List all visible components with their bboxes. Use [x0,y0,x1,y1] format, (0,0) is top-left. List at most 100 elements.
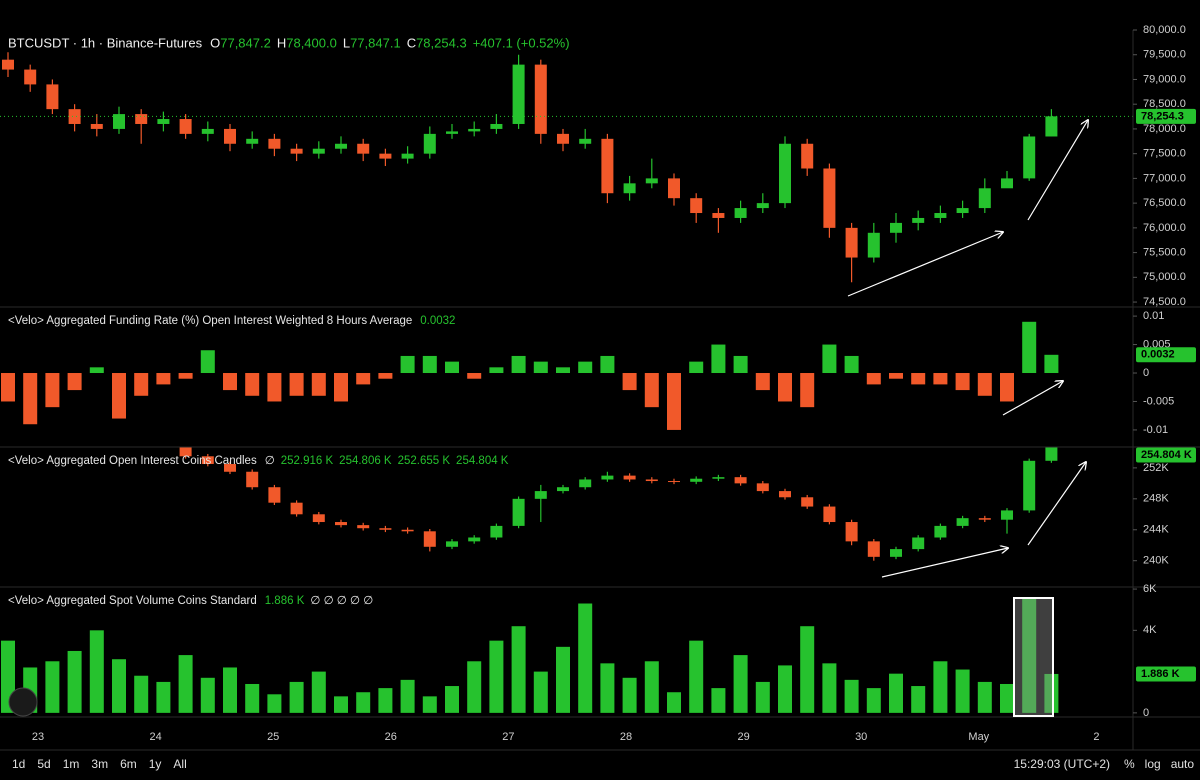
bar [1022,321,1037,374]
candle-body [912,217,925,223]
candle-body [312,514,325,523]
candle-body [1023,136,1036,179]
candle-body [357,525,370,529]
x-tick-label: 30 [855,731,867,743]
candle-body [423,133,436,154]
candle-body [890,549,902,557]
bar [178,373,193,379]
bar [112,659,126,713]
candle-body [224,464,236,472]
range-button[interactable]: 5d [37,757,50,771]
scale-option[interactable]: auto [1171,757,1195,771]
bar [622,373,637,391]
bar [778,665,792,713]
candle-body [579,479,592,488]
y-tick-label: 76,500.0 [1143,197,1186,209]
x-tick-label: 24 [149,731,161,743]
candle-body [90,123,103,129]
range-button[interactable]: 6m [120,757,137,771]
candle-body [557,487,569,492]
bar [311,373,326,396]
bar [533,361,548,374]
bar [134,373,149,396]
bar [711,688,726,713]
candle-body [712,213,725,218]
bar [267,694,282,713]
legend-value: 252.916 K [281,455,334,467]
bar [977,373,992,396]
legend-value: 78,254.3 [416,35,467,50]
candle-body [335,522,347,526]
y-tick-label: 78,500.0 [1143,98,1186,110]
candle-body [290,502,303,515]
candle-body [1001,510,1013,520]
clock: 15:29:03 (UTC+2) [1014,757,1110,771]
bar [67,373,82,391]
x-tick-label: 23 [32,731,44,743]
bar [334,696,348,713]
legend-value: 254.806 K [339,455,392,467]
candle-body [379,528,392,530]
candle-body [756,203,769,209]
bar [422,355,437,374]
candle-body [801,143,814,169]
candle-body [224,128,236,144]
bar [689,640,704,713]
panel [1,597,1059,713]
candle-body [179,119,192,134]
y-tick-label: 77,000.0 [1143,172,1186,184]
candle-body [779,491,791,498]
labels: 74,500.0 75,000.0 75,500.0 76,000.0 76,500.0… [8,24,1196,771]
legend-value: 252.655 K [398,455,451,467]
bar [267,373,282,402]
candle-body [712,477,725,479]
range-button[interactable]: All [173,757,186,771]
candle-body [978,188,991,209]
bar [755,373,770,391]
y-tick-label: 75,500.0 [1143,246,1186,258]
bar [378,688,393,713]
bar [933,373,948,385]
legend-value: 254.804 K [456,455,509,467]
x-tick-label: 25 [267,731,279,743]
candle-body [490,123,503,129]
bar [866,373,881,385]
panel [1,321,1059,430]
candle-body [934,525,947,538]
scale-option[interactable]: % [1124,757,1135,771]
bar [467,373,482,379]
candle-body [468,128,481,132]
candle-body [490,525,503,538]
y-tick-label: -0.005 [1143,395,1174,407]
candle-body [401,529,414,532]
bar [467,661,482,713]
bar [844,679,859,713]
last-value-tag [1136,447,1196,463]
bar [511,355,526,374]
bar [733,355,748,374]
legend-key: C [407,35,416,50]
legend-value: 0.0032 [420,315,455,327]
bar [511,626,526,713]
legend-value: 77,847.2 [220,35,271,50]
bar [889,373,903,379]
panel-title: <Velo> Aggregated Funding Rate (%) Open … [8,315,412,327]
scale-option[interactable]: log [1145,757,1161,771]
bar [356,692,371,713]
bar [822,344,837,374]
panel-title: <Velo> Aggregated Open Interest Coins Ca… [8,455,257,467]
candle-body [756,483,769,492]
range-button[interactable]: 1d [12,757,25,771]
range-button[interactable]: 1m [63,757,80,771]
bar [1000,683,1014,713]
bar [445,361,459,374]
last-value-label: 1.886 K [1141,668,1180,680]
bar [356,373,371,385]
candle-body [357,143,370,154]
panel-title: <Velo> Aggregated Spot Volume Coins Stan… [8,595,257,607]
range-button[interactable]: 3m [91,757,108,771]
range-button[interactable]: 1y [149,757,162,771]
bar [1022,597,1037,713]
candle-body [645,178,658,184]
legend-symbol: ∅ [265,455,275,467]
